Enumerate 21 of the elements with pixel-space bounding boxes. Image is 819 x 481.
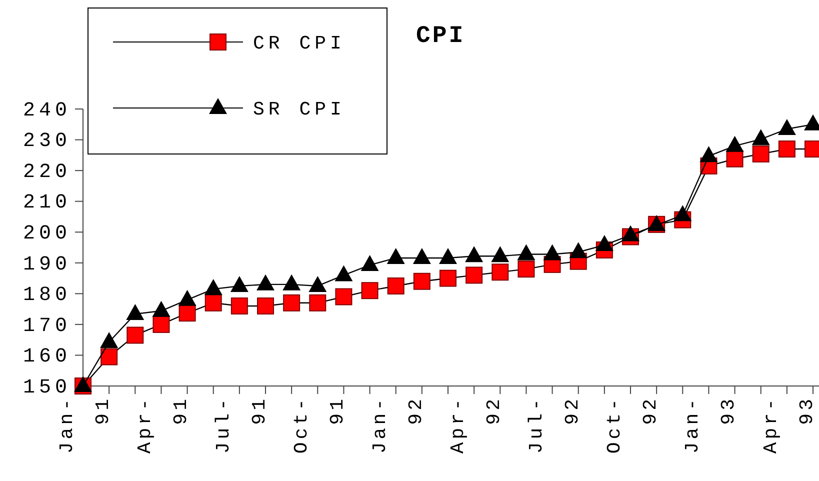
y-tick-label: 230	[22, 130, 71, 154]
y-tick-label: 220	[22, 160, 71, 184]
x-tick-label: Apr-92	[447, 396, 506, 454]
legend-label: CR CPI	[253, 32, 346, 55]
x-tick-label: Jul-91	[212, 396, 270, 454]
y-tick-label: 240	[22, 99, 71, 122]
y-tick-label: 170	[22, 314, 71, 338]
x-tick-label: Jan-93	[682, 396, 740, 454]
y-tick-label: 190	[22, 253, 71, 276]
x-tick-label: Apr-93	[760, 396, 818, 454]
y-tick-label: 180	[22, 284, 71, 308]
y-tick-label: 200	[22, 222, 71, 246]
y-tick-label: 160	[22, 346, 71, 369]
x-tick-label: Jul-92	[525, 396, 584, 454]
x-tick-label: Apr-91	[134, 396, 192, 454]
chart-title: CPI	[416, 23, 466, 50]
x-tick-label: Jan-92	[368, 396, 427, 454]
x-tick-label: Oct-92	[604, 396, 662, 454]
legend-label: SR CPI	[253, 98, 346, 121]
x-tick-label: Oct-91	[290, 396, 349, 454]
y-tick-label: 210	[22, 192, 71, 215]
